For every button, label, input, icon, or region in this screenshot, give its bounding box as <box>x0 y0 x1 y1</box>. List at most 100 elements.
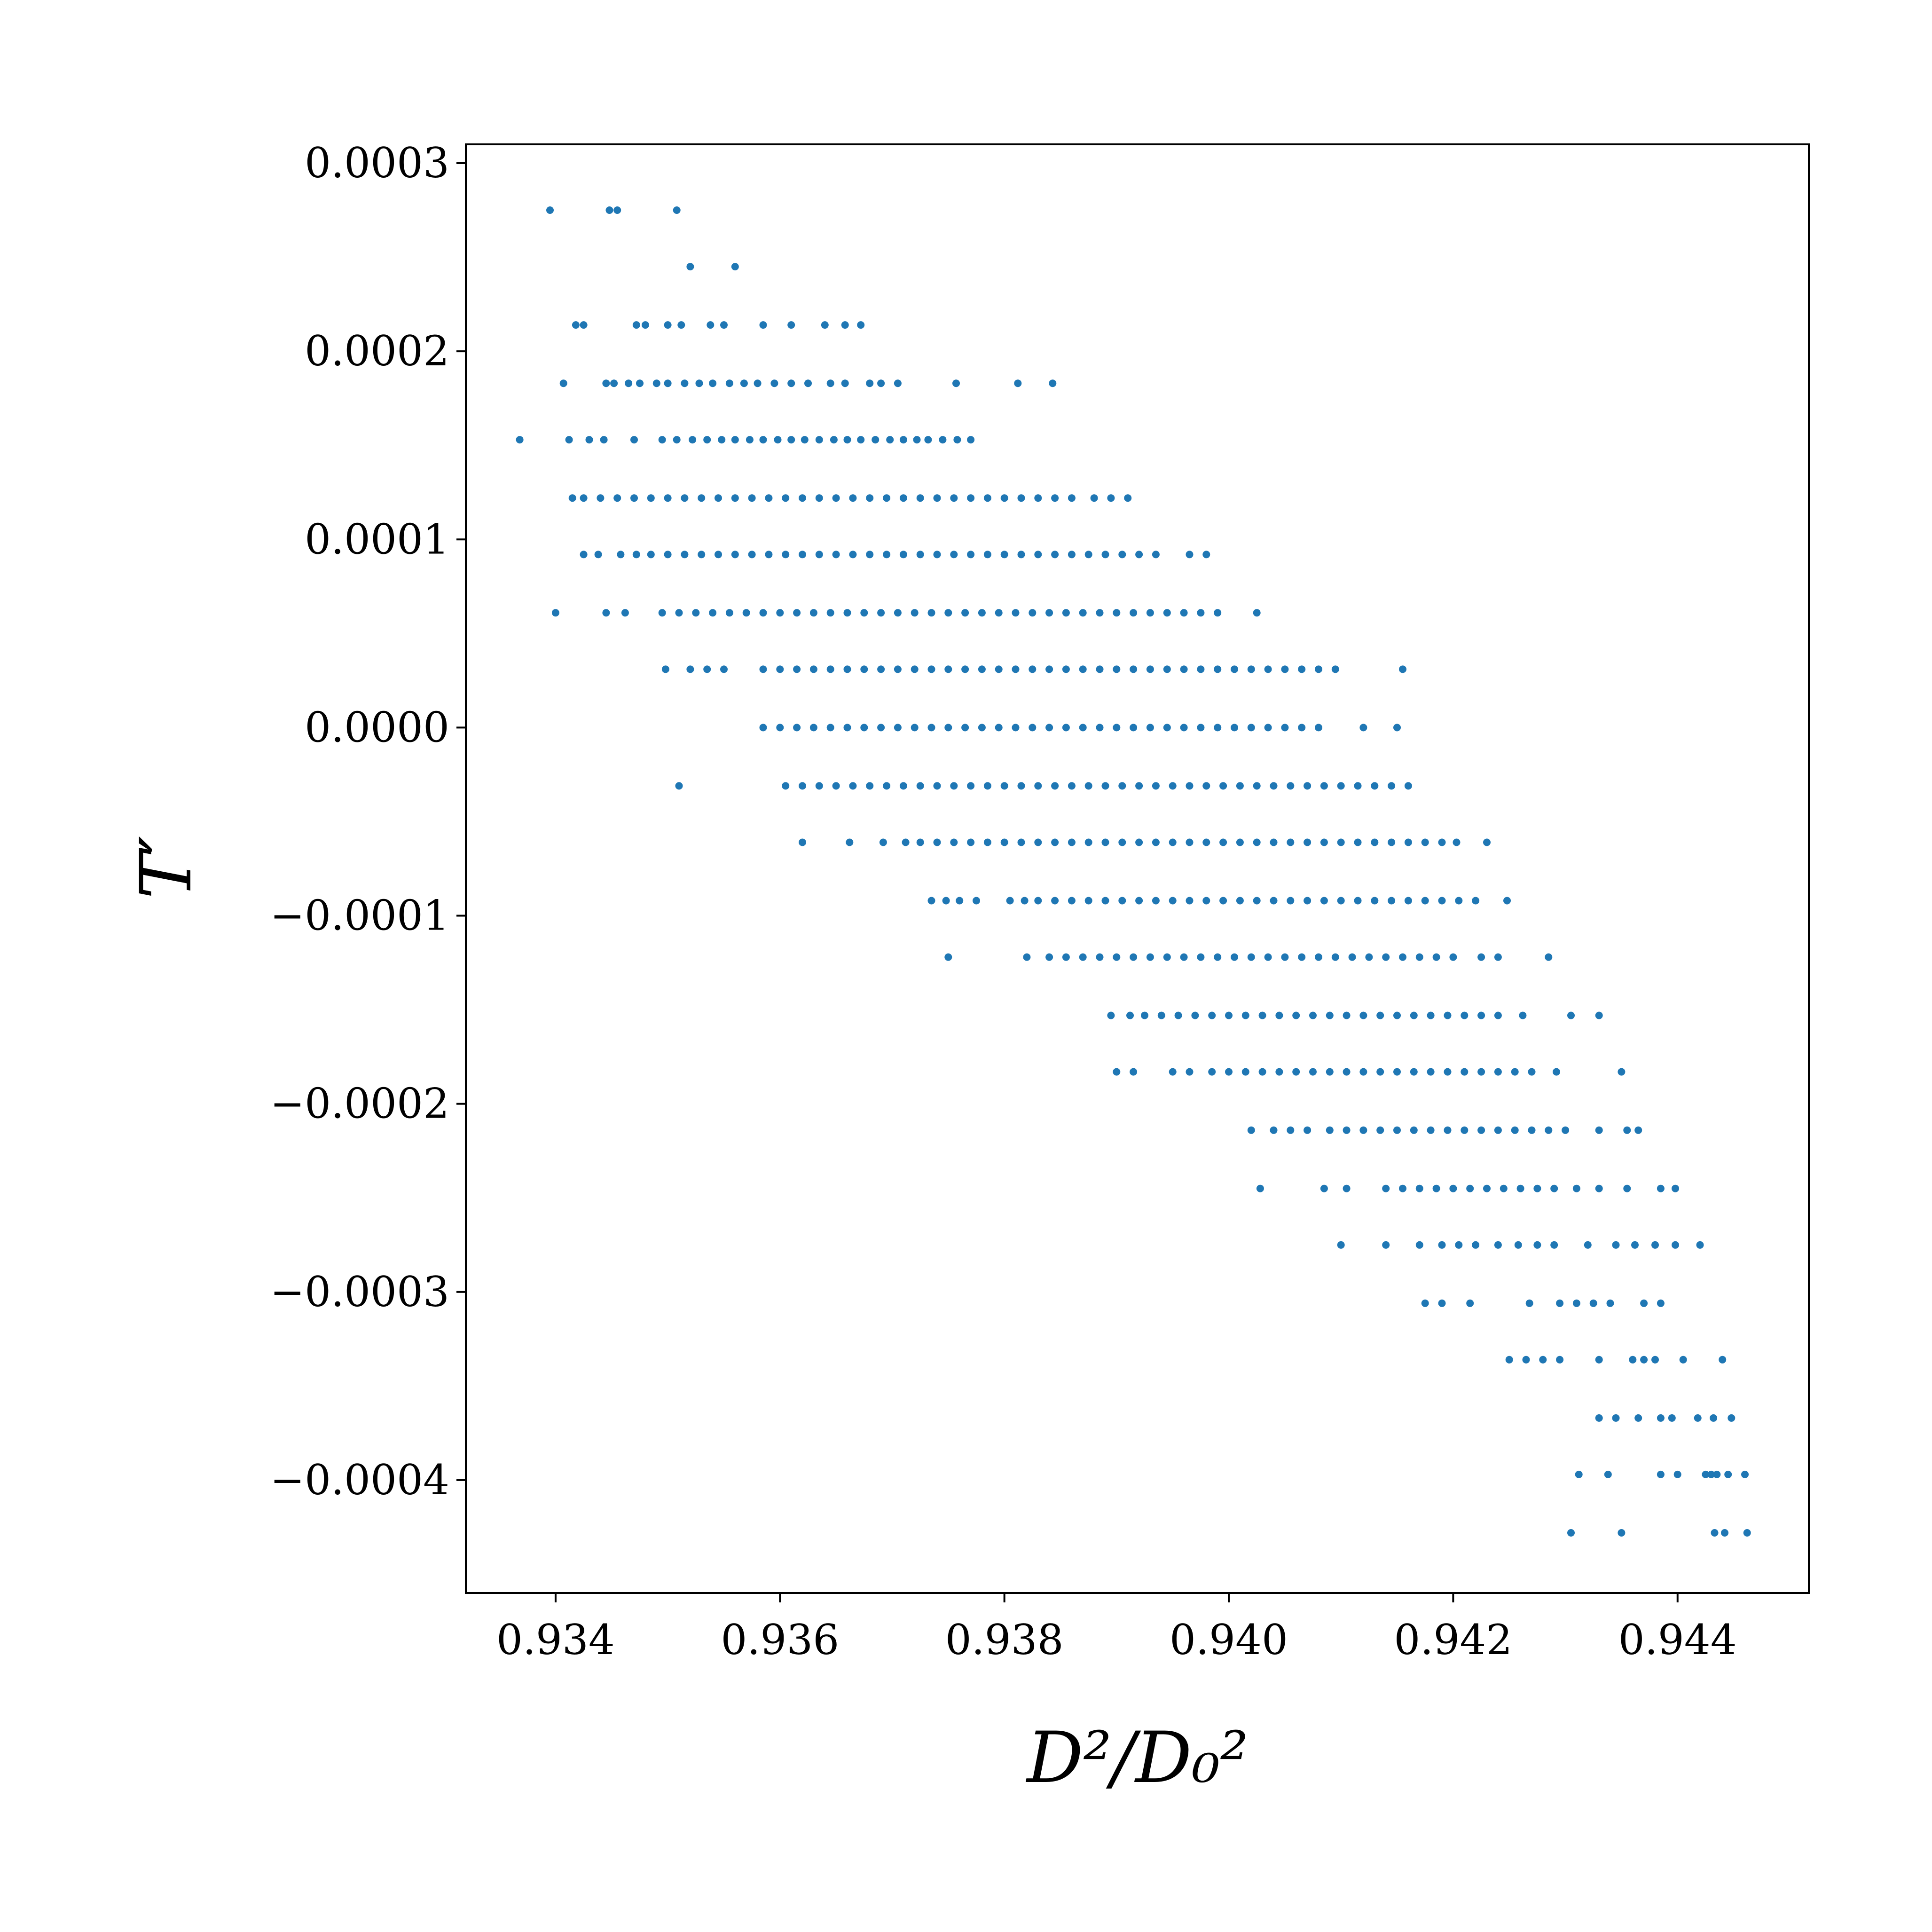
data-point <box>572 321 580 329</box>
data-point <box>707 321 715 329</box>
data-point <box>759 609 767 617</box>
data-point <box>894 665 902 673</box>
data-point <box>1589 1299 1597 1307</box>
x-tick-label: 0.942 <box>1394 1616 1512 1664</box>
data-point <box>899 494 907 502</box>
data-point <box>1631 1241 1639 1249</box>
data-point <box>1438 897 1446 905</box>
data-point <box>1163 724 1171 732</box>
data-point <box>1382 953 1390 961</box>
data-point <box>1604 1470 1612 1478</box>
data-point <box>1270 782 1278 790</box>
data-point <box>776 609 784 617</box>
data-point <box>978 665 986 673</box>
data-point <box>1304 1126 1312 1134</box>
data-point <box>1461 1068 1469 1076</box>
data-point <box>1388 782 1396 790</box>
data-point <box>1292 1068 1300 1076</box>
data-point <box>866 379 874 387</box>
data-point <box>983 782 991 790</box>
data-point <box>886 436 894 444</box>
data-point <box>1191 1011 1199 1019</box>
data-point <box>1045 953 1053 961</box>
data-point <box>1562 1126 1570 1134</box>
data-point <box>1410 1011 1418 1019</box>
data-point <box>681 494 689 502</box>
data-point <box>899 782 907 790</box>
data-point <box>1494 1011 1502 1019</box>
data-point <box>1051 897 1059 905</box>
data-point <box>765 551 773 559</box>
data-point <box>1623 1126 1631 1134</box>
data-point <box>759 321 767 329</box>
data-point <box>1012 609 1020 617</box>
data-point <box>1393 724 1401 732</box>
data-point <box>731 494 739 502</box>
data-point <box>1449 1184 1457 1192</box>
data-point <box>759 436 767 444</box>
data-point <box>883 782 891 790</box>
data-point <box>799 494 806 502</box>
data-point <box>1017 838 1025 846</box>
data-point <box>1427 1068 1435 1076</box>
data-point <box>956 897 964 905</box>
data-point <box>632 321 640 329</box>
data-point <box>1618 1068 1626 1076</box>
data-point <box>1169 838 1177 846</box>
data-point <box>1453 838 1461 846</box>
data-point <box>1068 838 1076 846</box>
data-point <box>1444 1126 1452 1134</box>
data-point <box>1432 953 1440 961</box>
data-point <box>1079 724 1087 732</box>
data-point <box>1231 724 1238 732</box>
data-point <box>1388 897 1396 905</box>
data-point <box>1525 1299 1533 1307</box>
data-point <box>1225 1011 1233 1019</box>
data-point <box>1113 609 1121 617</box>
data-point <box>1382 1241 1390 1249</box>
data-point <box>1197 609 1205 617</box>
data-point <box>1575 1470 1583 1478</box>
data-point <box>1514 1241 1522 1249</box>
data-point <box>1287 838 1295 846</box>
data-point <box>1696 1241 1704 1249</box>
data-point <box>1343 1011 1351 1019</box>
data-point <box>1326 1011 1334 1019</box>
data-point <box>815 436 823 444</box>
data-point <box>1084 782 1092 790</box>
data-point <box>1455 897 1463 905</box>
data-point <box>709 609 717 617</box>
data-point <box>1281 724 1289 732</box>
data-point <box>1304 838 1312 846</box>
data-point <box>1326 1068 1334 1076</box>
data-point <box>1208 1011 1216 1019</box>
data-point <box>1503 897 1511 905</box>
data-point <box>801 436 809 444</box>
data-point <box>1202 838 1210 846</box>
data-point <box>1253 782 1261 790</box>
data-point <box>1432 1184 1440 1192</box>
data-point <box>1017 782 1025 790</box>
data-point <box>1186 838 1194 846</box>
data-point <box>1466 1299 1474 1307</box>
data-point <box>1287 1126 1295 1134</box>
data-point <box>1595 1414 1603 1422</box>
data-point <box>1376 1126 1384 1134</box>
data-point <box>832 782 840 790</box>
data-point <box>686 263 694 271</box>
data-point <box>860 724 868 732</box>
data-point <box>916 782 924 790</box>
data-point <box>860 665 868 673</box>
data-point <box>647 494 655 502</box>
data-point <box>1438 1241 1446 1249</box>
data-point <box>857 321 865 329</box>
data-point <box>621 609 629 617</box>
data-point <box>1130 724 1138 732</box>
data-point <box>546 206 554 214</box>
data-point <box>1214 953 1222 961</box>
data-point <box>1068 782 1076 790</box>
data-point <box>793 665 801 673</box>
data-point <box>1315 953 1322 961</box>
